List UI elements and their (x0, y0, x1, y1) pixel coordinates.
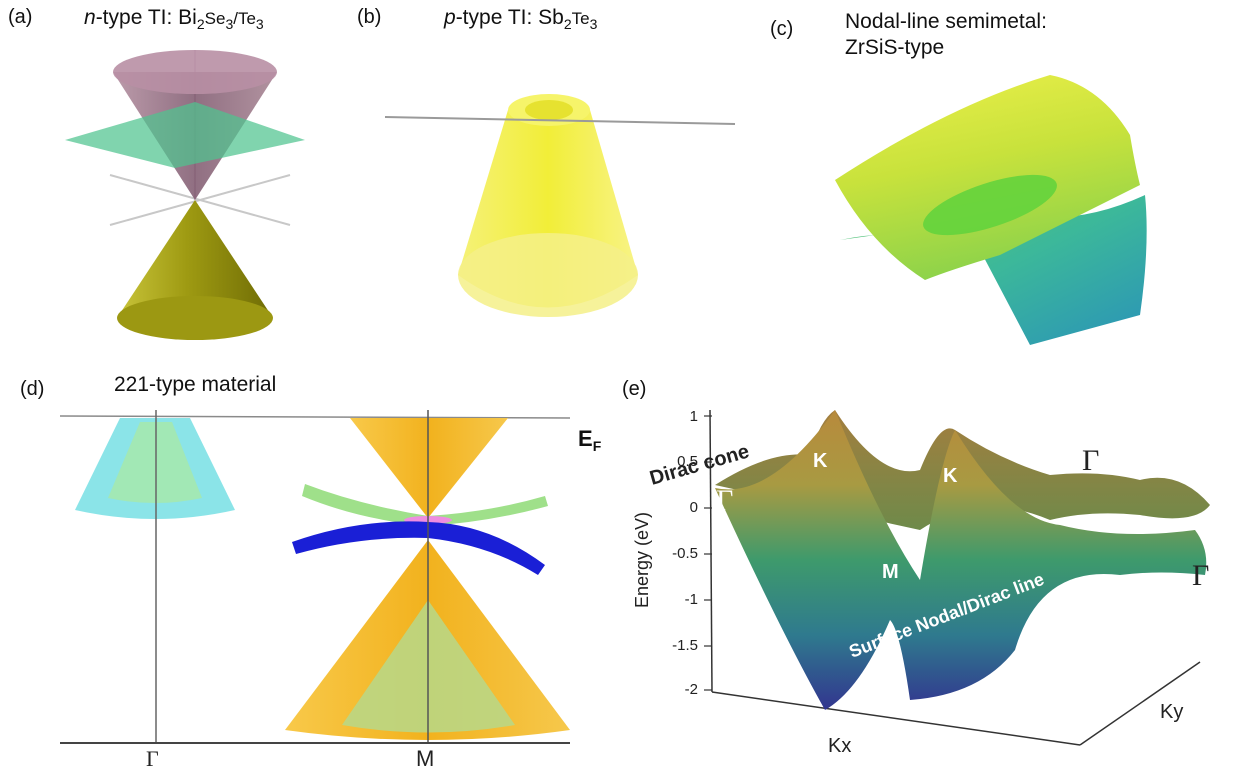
panel-b-label: (b) (357, 6, 382, 28)
k-label-1: K (813, 450, 828, 472)
panel-c-title-line1: Nodal-line semimetal: (845, 10, 1047, 33)
y-tick: -1 (685, 591, 698, 608)
panel-c-diagram (835, 75, 1147, 345)
y-tick: 0.5 (677, 453, 698, 470)
y-tick: -2 (685, 681, 698, 698)
m-label: M (416, 746, 434, 771)
upper-cone-rim (113, 50, 277, 94)
panel-d-label: (d) (20, 378, 45, 400)
panel-d-diagram: EF Γ M (60, 410, 602, 771)
fermi-level-line (60, 415, 571, 419)
gamma-label: Γ (146, 746, 159, 771)
gamma-label-2: Γ (1082, 444, 1099, 477)
kx-label: Kx (828, 735, 851, 757)
y-tick: 0 (690, 499, 698, 516)
nodal-line (923, 174, 1057, 236)
panel-e-label: (e) (622, 378, 647, 400)
y-tick: -0.5 (672, 545, 698, 562)
ef-label: EF (578, 426, 602, 454)
panel-c-label: (c) (770, 18, 794, 40)
panel-d-title: 221-type material (114, 373, 277, 396)
panel-e-diagram: 1 0.5 0 -0.5 -1 -1.5 -2 Energy (eV) Dira… (632, 408, 1210, 757)
k-label-2: K (943, 465, 958, 487)
front-surface (715, 410, 1207, 710)
y-tick: -1.5 (672, 637, 698, 654)
panel-c-title-line2: ZrSiS-type (845, 36, 945, 59)
panel-a-label: (a) (8, 6, 33, 28)
ky-label: Ky (1160, 701, 1183, 723)
gamma-label-1: Γ (716, 484, 733, 517)
green-band (302, 484, 548, 526)
panel-a-diagram (65, 50, 305, 340)
gamma-label-3: Γ (1192, 559, 1209, 592)
fermi-line (384, 116, 736, 125)
fermi-plane (65, 102, 305, 168)
y-tick: 1 (690, 408, 698, 425)
m-label: M (882, 561, 899, 583)
y-ticks: 1 0.5 0 -0.5 -1 -1.5 -2 (672, 408, 698, 698)
upper-band-sheet (835, 75, 1140, 280)
panel-a-title: n-type TI: Bi2Se3/Te3 (84, 6, 264, 33)
panel-b-diagram (384, 94, 736, 317)
m-upper-cone (350, 418, 508, 518)
blue-band (292, 521, 545, 575)
lower-cone (117, 200, 273, 318)
panel-b-title: p-type TI: Sb2Te3 (444, 6, 598, 33)
y-axis-label: Energy (eV) (632, 512, 652, 608)
